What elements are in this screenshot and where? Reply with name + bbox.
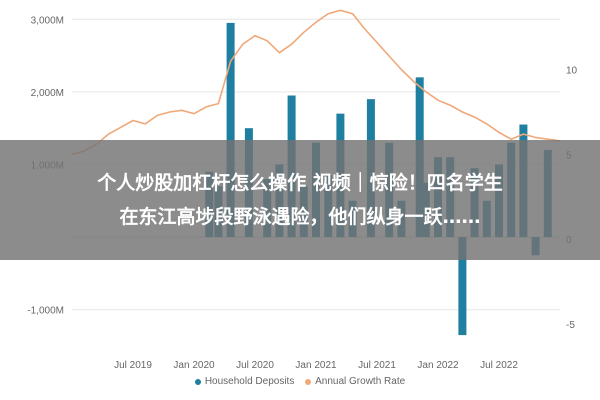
legend-label-household-deposits: Household Deposits bbox=[204, 376, 295, 387]
headline-overlay[interactable]: 个人炒股加杠杆怎么操作 视频｜惊险！四名学生 在东江高埗段野泳遇险，他们纵身一跃… bbox=[0, 140, 600, 260]
right-tick-label: 10 bbox=[566, 66, 578, 77]
right-tick-label: -5 bbox=[566, 320, 575, 331]
annual-growth-rate-line bbox=[71, 9, 561, 156]
growth-rate-polyline bbox=[71, 9, 561, 156]
legend-item-household-deposits[interactable]: Household Deposits bbox=[194, 376, 295, 387]
x-axis-ticks: Jul 2019 Jan 2020 Jul 2020 Jan 2021 Jul 2021… bbox=[114, 360, 518, 371]
left-tick-label: 2,000M bbox=[31, 88, 64, 99]
legend: Household Deposits Annual Growth Rate bbox=[0, 376, 600, 388]
legend-dot-annual-growth-rate bbox=[305, 378, 312, 385]
left-tick-label: -1,000M bbox=[27, 306, 64, 317]
headline-line-1: 个人炒股加杠杆怎么操作 视频｜惊险！四名学生 bbox=[97, 172, 503, 194]
x-tick-label: Jan 2022 bbox=[417, 360, 459, 371]
x-tick-label: Jul 2020 bbox=[236, 360, 274, 371]
left-tick-label: 3,000M bbox=[31, 15, 64, 26]
bar bbox=[458, 237, 467, 336]
x-tick-label: Jul 2019 bbox=[114, 360, 152, 371]
x-tick-label: Jan 2021 bbox=[295, 360, 337, 371]
x-tick-label: Jul 2021 bbox=[358, 360, 396, 371]
legend-dot-household-deposits bbox=[194, 378, 201, 385]
headline-line-2: 在东江高埗段野泳遇险，他们纵身一跃…… bbox=[119, 206, 481, 228]
legend-label-annual-growth-rate: Annual Growth Rate bbox=[315, 376, 406, 387]
legend-item-annual-growth-rate[interactable]: Annual Growth Rate bbox=[305, 376, 405, 387]
x-tick-label: Jan 2020 bbox=[173, 360, 215, 371]
x-tick-label: Jul 2022 bbox=[480, 360, 518, 371]
bar bbox=[226, 22, 235, 238]
